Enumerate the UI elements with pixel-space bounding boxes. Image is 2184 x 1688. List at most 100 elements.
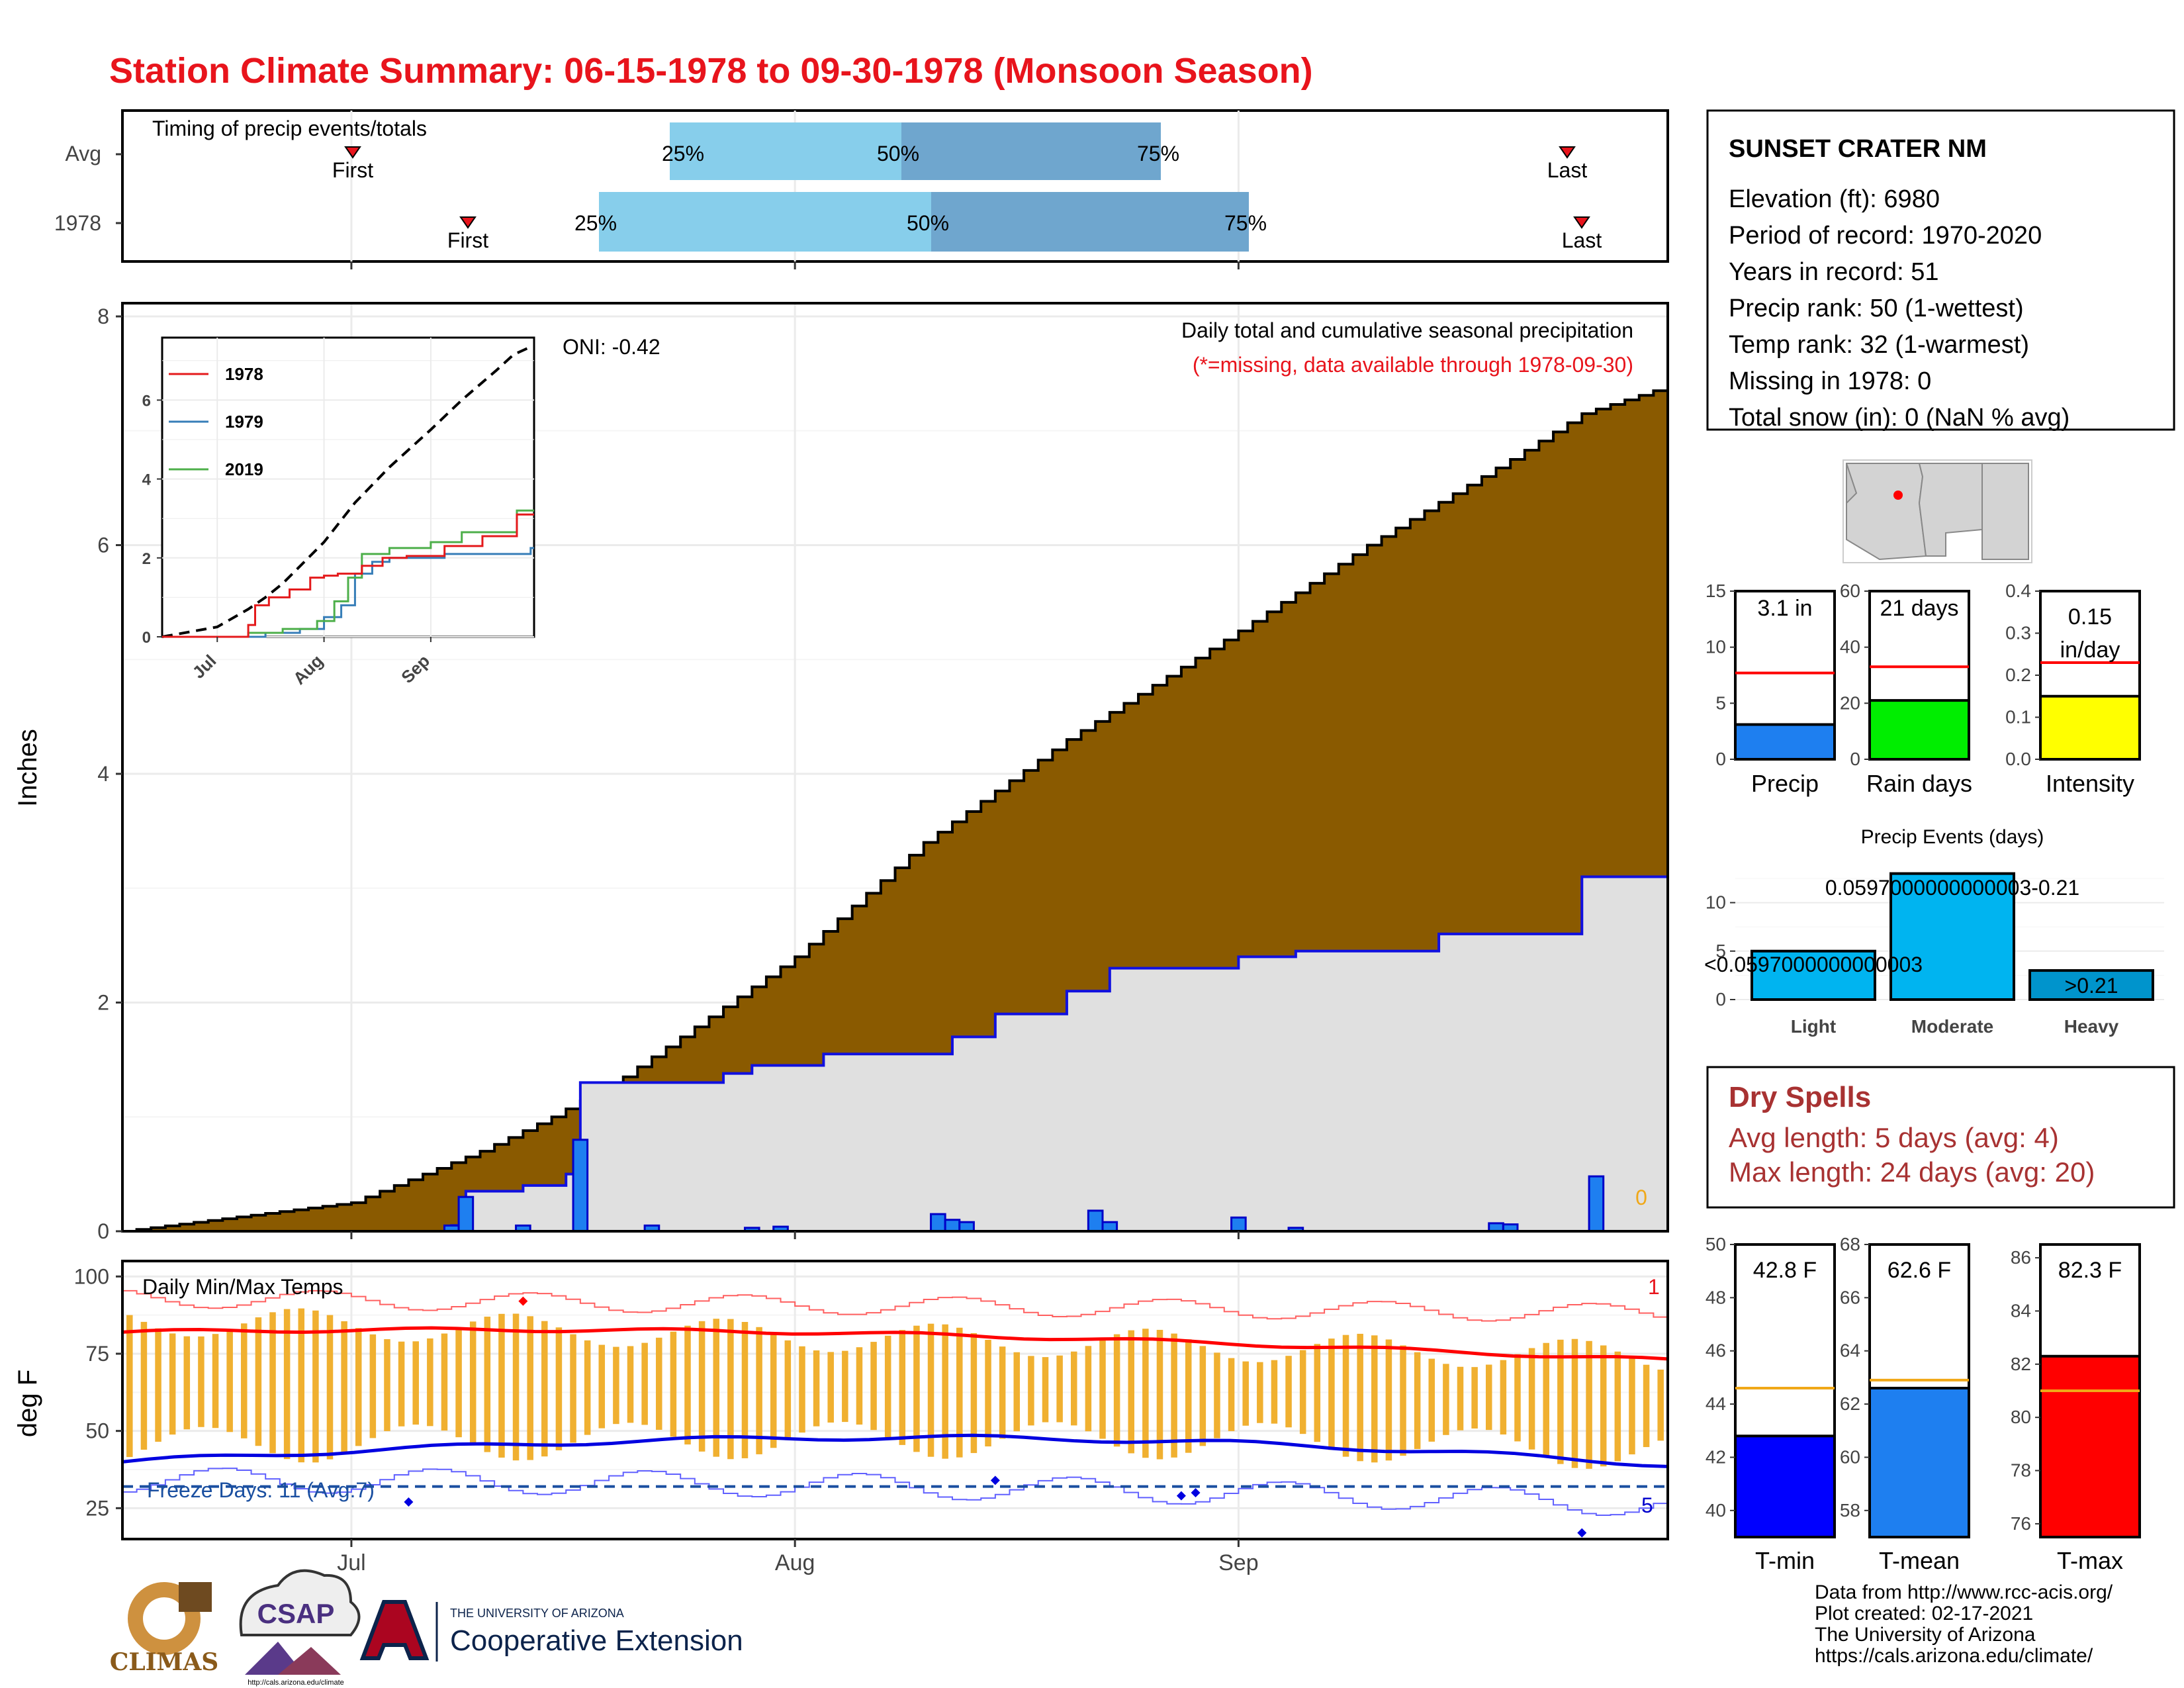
temp-bar-ytick-label: 62 — [1840, 1393, 1860, 1414]
daily-temp-bar — [1571, 1338, 1578, 1468]
station-name: SUNSET CRATER NM — [1729, 135, 1987, 163]
temp-bar-ytick-label: 80 — [2011, 1407, 2031, 1427]
timing-1978-first: First — [447, 228, 488, 252]
station-elevation: Elevation (ft): 6980 — [1729, 185, 1940, 213]
temp-bar-ytick-label: 86 — [2011, 1247, 2031, 1268]
daily-precip-bar — [944, 1219, 961, 1233]
daily-temp-bar — [1528, 1348, 1535, 1450]
record-high-line — [122, 1289, 1668, 1322]
precip-ytick-label: 0 — [97, 1219, 109, 1243]
mini-bar-intensity: 0.0 0.1 0.2 0.3 0.4 0.15 in/day Intensity — [2005, 581, 2141, 797]
record-low-count: 5 — [1641, 1493, 1653, 1517]
climas-ring-icon — [143, 1597, 185, 1640]
daily-precip-bar — [958, 1221, 975, 1233]
daily-temp-bar — [126, 1315, 133, 1458]
timing-avg-first-marker — [344, 146, 361, 159]
events-bar — [1889, 872, 2015, 1001]
daily-temp-bar — [226, 1329, 233, 1432]
daily-temp-bar — [212, 1334, 219, 1429]
daily-temp-bar — [884, 1335, 891, 1438]
daily-temp-bar — [698, 1321, 705, 1452]
daily-temp-bar — [1614, 1351, 1621, 1462]
mini-bar-value-text: 21 days — [1880, 596, 1958, 621]
dry-frame — [1706, 1066, 2175, 1209]
record-high-marker — [518, 1296, 528, 1306]
daily-temp-bar — [1285, 1356, 1292, 1428]
daily-temp-bar — [1500, 1360, 1507, 1435]
timing-avg-box-low — [670, 122, 901, 180]
daily-temp-bar — [1357, 1333, 1363, 1462]
temp-xtick-label: Jul — [337, 1550, 365, 1575]
temp-bar-label: T-max — [2057, 1547, 2123, 1574]
daily-temp-bar — [813, 1350, 820, 1427]
precip-ylabel: Inches — [13, 729, 42, 807]
events-ytick-label: 10 — [1706, 892, 1726, 913]
daily-temp-bar — [641, 1342, 648, 1425]
daily-temp-bar — [455, 1327, 462, 1438]
precip-ytick-label: 6 — [97, 534, 109, 557]
station-location-dot — [1893, 491, 1903, 500]
timing-1978-first-marker — [459, 216, 477, 229]
daily-temp-bar — [613, 1346, 619, 1425]
timing-avg-box-high — [901, 122, 1161, 180]
mini-bar-value-text: 0.15 — [2068, 604, 2112, 630]
daily-temp-bar — [169, 1333, 176, 1435]
timing-avg-q50: 50% — [877, 142, 919, 165]
daily-precip-bar — [457, 1196, 475, 1233]
ua-small-text: THE UNIVERSITY OF ARIZONA — [450, 1607, 624, 1620]
daily-temp-bar — [441, 1333, 448, 1431]
csap-logo: CSAP http://cals.arizona.edu/climate — [239, 1569, 361, 1687]
station-years: Years in record: 51 — [1729, 258, 1939, 286]
temp-bar-ytick-label: 48 — [1706, 1287, 1726, 1307]
inset-ytick-label: 0 — [142, 629, 151, 647]
daily-temp-bar — [269, 1312, 276, 1454]
daily-temp-bar — [283, 1309, 291, 1460]
precip-panel: 0 2 4 6 8 Inches ONI: -0.42 Daily total and … — [13, 302, 1669, 1243]
daily-temp-bar — [842, 1350, 848, 1423]
dry-spells-box: Dry Spells Avg length: 5 days (avg: 4) M… — [1706, 1066, 2175, 1209]
timing-1978-q75: 75% — [1224, 211, 1267, 235]
temp-bar-ytick-label: 66 — [1840, 1287, 1860, 1307]
mini-bar-ytick-label: 0 — [1850, 749, 1860, 769]
mini-bar-ytick-label: 5 — [1715, 692, 1726, 713]
mini-bar-ytick-label: 40 — [1840, 637, 1860, 657]
daily-temp-bar — [498, 1313, 505, 1458]
inset-legend-label: 1978 — [225, 364, 263, 384]
credit-plot-date: Plot created: 02-17-2021 — [1815, 1603, 2033, 1624]
mini-bar-ytick-label: 10 — [1706, 637, 1726, 657]
mini-bar-precip: 0 5 10 15 3.1 in Precip — [1706, 581, 1836, 797]
seasonal-totals-bars: 0 5 10 15 3.1 in Precip 0 20 40 60 21 days Rain day… — [1706, 581, 2141, 797]
daily-precip-bar — [572, 1139, 589, 1233]
csap-url: http://cals.arizona.edu/climate — [248, 1679, 344, 1687]
daily-temp-bar — [541, 1321, 548, 1457]
precip-ytick-label: 2 — [97, 991, 109, 1015]
temp-bar-value — [1734, 1434, 1836, 1538]
daily-temp-bar — [1056, 1355, 1063, 1423]
climas-logo: CLIMAS — [110, 1582, 218, 1676]
station-temp-rank: Temp rank: 32 (1-warmest) — [1729, 331, 2029, 359]
temp-bar-ytick-label: 42 — [1706, 1446, 1726, 1467]
climas-cloud-icon — [179, 1582, 212, 1612]
daily-temp-bar — [1371, 1335, 1378, 1463]
inset-ytick-label: 6 — [142, 392, 151, 410]
daily-temp-bar — [1443, 1364, 1449, 1435]
temp-bar-value-text: 62.6 F — [1888, 1258, 1951, 1283]
station-period: Period of record: 1970-2020 — [1729, 222, 2042, 250]
dry-title: Dry Spells — [1729, 1081, 1871, 1113]
daily-temp-bar — [985, 1339, 991, 1447]
temp-bar-ytick-label: 44 — [1706, 1393, 1726, 1414]
daily-temp-bar — [355, 1328, 362, 1446]
temp-bar-ytick-label: 50 — [1706, 1234, 1726, 1254]
station-snow: Total snow (in): 0 (NaN % avg) — [1729, 404, 2070, 432]
mini-bar-value — [1868, 699, 1970, 761]
daily-temp-bar — [1257, 1362, 1263, 1423]
temp-bar-t-max: 76 78 80 82 84 86 82.3 F T-max — [2011, 1243, 2141, 1574]
daily-temp-bar — [241, 1323, 248, 1438]
temp-bar-ytick-label: 82 — [2011, 1354, 2031, 1374]
temp-bar-value-text: 42.8 F — [1753, 1258, 1817, 1283]
temp-bar-ytick-label: 68 — [1840, 1234, 1860, 1254]
daily-temp-bar — [1471, 1367, 1478, 1429]
daily-temp-bar — [684, 1325, 691, 1445]
daily-temp-bar — [1171, 1333, 1177, 1458]
